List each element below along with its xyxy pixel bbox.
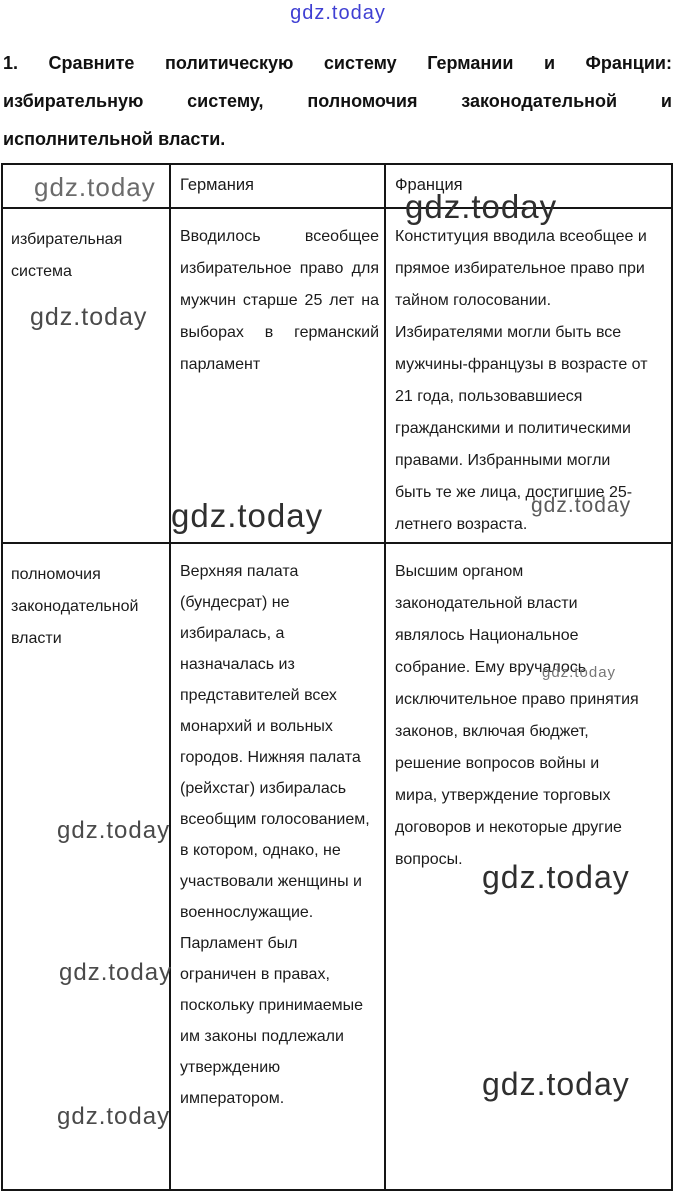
header-cell-france: Франция [386, 165, 671, 209]
row-label-legislative-power: полномочия законодательной власти [3, 544, 171, 1189]
site-watermark: gdz.today [57, 1103, 171, 1130]
site-watermark-header: gdz.today [34, 172, 156, 202]
header-germany-label: Германия [180, 176, 254, 194]
site-watermark: gdz.today [171, 497, 324, 534]
row-label-text: избирательная система [11, 231, 123, 280]
row-label-electoral-system: избирательная система [3, 209, 171, 544]
cell-germany-electoral: Вводилось всеобщее избирательное право д… [171, 209, 386, 544]
site-watermark: gdz.today [531, 494, 632, 517]
site-watermark: gdz.today [57, 817, 171, 844]
cell-germany-legislative: Верхняя палата (бундесрат) не избиралась… [171, 544, 386, 1189]
cell-france-electoral: Конституция вводила всеобщее и прямое из… [386, 209, 671, 544]
question-heading-line: избирательную систему, полномочия законо… [3, 91, 672, 111]
site-watermark: gdz.today [59, 959, 173, 986]
header-france-label: Франция [395, 176, 463, 194]
header-cell-blank: gdz.today [3, 165, 171, 209]
site-watermark: gdz.today [482, 859, 630, 895]
cell-france-legislative: Высшим органом законодательной власти яв… [386, 544, 671, 1189]
comparison-table: gdz.today Германия Франция избирательная… [1, 163, 673, 1191]
cell-text: Высшим органом законодательной власти яв… [395, 563, 639, 868]
question-heading-line: 1. Сравните политическую систему Германи… [3, 53, 672, 73]
question-heading: 1. Сравните политическую систему Германи… [3, 44, 672, 158]
question-heading-line: исполнительной власти. [3, 129, 226, 149]
site-watermark-top: gdz.today [290, 2, 386, 24]
site-watermark: gdz.today [482, 1066, 630, 1102]
cell-text: Верхняя палата (бундесрат) не избиралась… [180, 563, 370, 1107]
site-watermark: gdz.today [542, 664, 617, 681]
site-watermark: gdz.today [405, 188, 558, 225]
site-watermark: gdz.today [30, 303, 148, 331]
row-label-text: полномочия законодательной власти [11, 566, 139, 647]
header-cell-germany: Германия [171, 165, 386, 209]
cell-text: Конституция вводила всеобщее и прямое из… [395, 228, 648, 533]
cell-text: Вводилось всеобщее избирательное право д… [180, 228, 379, 373]
